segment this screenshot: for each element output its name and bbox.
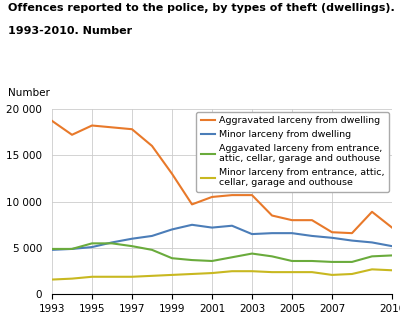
Minor larceny from entrance, attic,
cellar, garage and outhouse: [290, 270, 294, 274]
Text: Number: Number: [8, 88, 50, 98]
Aggravated larceny from dwelling: [110, 125, 114, 129]
Minor larceny from entrance, attic,
cellar, garage and outhouse: [310, 270, 314, 274]
Line: Minor larceny from entrance, attic,
cellar, garage and outhouse: Minor larceny from entrance, attic, cell…: [52, 269, 392, 280]
Aggavated larceny from entrance,
attic, cellar, garage and outhouse: [150, 248, 154, 252]
Minor larceny from entrance, attic,
cellar, garage and outhouse: [250, 269, 254, 273]
Minor larceny from dwelling: [210, 226, 214, 229]
Minor larceny from dwelling: [130, 237, 134, 241]
Minor larceny from dwelling: [350, 239, 354, 243]
Aggravated larceny from dwelling: [230, 193, 234, 197]
Minor larceny from dwelling: [310, 234, 314, 238]
Aggavated larceny from entrance,
attic, cellar, garage and outhouse: [50, 247, 54, 251]
Minor larceny from dwelling: [90, 245, 94, 249]
Minor larceny from entrance, attic,
cellar, garage and outhouse: [350, 272, 354, 276]
Aggavated larceny from entrance,
attic, cellar, garage and outhouse: [330, 260, 334, 264]
Minor larceny from dwelling: [150, 234, 154, 238]
Legend: Aggravated larceny from dwelling, Minor larceny from dwelling, Aggavated larceny: Aggravated larceny from dwelling, Minor …: [196, 112, 389, 192]
Aggravated larceny from dwelling: [250, 193, 254, 197]
Aggavated larceny from entrance,
attic, cellar, garage and outhouse: [390, 253, 394, 257]
Minor larceny from entrance, attic,
cellar, garage and outhouse: [170, 273, 174, 277]
Aggravated larceny from dwelling: [290, 218, 294, 222]
Aggravated larceny from dwelling: [270, 214, 274, 218]
Minor larceny from dwelling: [250, 232, 254, 236]
Aggavated larceny from entrance,
attic, cellar, garage and outhouse: [270, 254, 274, 258]
Minor larceny from entrance, attic,
cellar, garage and outhouse: [150, 274, 154, 278]
Aggravated larceny from dwelling: [370, 210, 374, 214]
Aggavated larceny from entrance,
attic, cellar, garage and outhouse: [230, 255, 234, 259]
Line: Minor larceny from dwelling: Minor larceny from dwelling: [52, 225, 392, 250]
Minor larceny from dwelling: [230, 224, 234, 228]
Aggavated larceny from entrance,
attic, cellar, garage and outhouse: [130, 244, 134, 248]
Aggavated larceny from entrance,
attic, cellar, garage and outhouse: [210, 259, 214, 263]
Minor larceny from entrance, attic,
cellar, garage and outhouse: [270, 270, 274, 274]
Aggavated larceny from entrance,
attic, cellar, garage and outhouse: [310, 259, 314, 263]
Minor larceny from dwelling: [370, 241, 374, 244]
Aggravated larceny from dwelling: [390, 226, 394, 229]
Text: Offences reported to the police, by types of theft (dwellings).: Offences reported to the police, by type…: [8, 3, 395, 13]
Minor larceny from entrance, attic,
cellar, garage and outhouse: [230, 269, 234, 273]
Minor larceny from dwelling: [290, 231, 294, 235]
Aggavated larceny from entrance,
attic, cellar, garage and outhouse: [90, 241, 94, 245]
Aggavated larceny from entrance,
attic, cellar, garage and outhouse: [170, 256, 174, 260]
Minor larceny from dwelling: [110, 241, 114, 244]
Minor larceny from entrance, attic,
cellar, garage and outhouse: [130, 275, 134, 279]
Aggravated larceny from dwelling: [50, 119, 54, 123]
Aggravated larceny from dwelling: [170, 172, 174, 176]
Minor larceny from entrance, attic,
cellar, garage and outhouse: [370, 268, 374, 271]
Line: Aggavated larceny from entrance,
attic, cellar, garage and outhouse: Aggavated larceny from entrance, attic, …: [52, 243, 392, 262]
Minor larceny from entrance, attic,
cellar, garage and outhouse: [70, 277, 74, 281]
Minor larceny from dwelling: [330, 236, 334, 240]
Aggavated larceny from entrance,
attic, cellar, garage and outhouse: [250, 252, 254, 255]
Aggavated larceny from entrance,
attic, cellar, garage and outhouse: [190, 258, 194, 262]
Minor larceny from dwelling: [270, 231, 274, 235]
Minor larceny from dwelling: [190, 223, 194, 227]
Minor larceny from entrance, attic,
cellar, garage and outhouse: [390, 268, 394, 272]
Minor larceny from entrance, attic,
cellar, garage and outhouse: [50, 278, 54, 282]
Minor larceny from dwelling: [170, 228, 174, 231]
Line: Aggravated larceny from dwelling: Aggravated larceny from dwelling: [52, 121, 392, 233]
Minor larceny from dwelling: [390, 244, 394, 248]
Aggravated larceny from dwelling: [330, 230, 334, 234]
Minor larceny from dwelling: [70, 247, 74, 251]
Aggavated larceny from entrance,
attic, cellar, garage and outhouse: [70, 247, 74, 251]
Aggravated larceny from dwelling: [70, 133, 74, 137]
Minor larceny from entrance, attic,
cellar, garage and outhouse: [190, 272, 194, 276]
Aggavated larceny from entrance,
attic, cellar, garage and outhouse: [370, 254, 374, 258]
Minor larceny from entrance, attic,
cellar, garage and outhouse: [110, 275, 114, 279]
Minor larceny from entrance, attic,
cellar, garage and outhouse: [90, 275, 94, 279]
Minor larceny from entrance, attic,
cellar, garage and outhouse: [330, 273, 334, 277]
Aggravated larceny from dwelling: [90, 124, 94, 127]
Text: 1993-2010. Number: 1993-2010. Number: [8, 26, 132, 36]
Minor larceny from dwelling: [50, 248, 54, 252]
Aggravated larceny from dwelling: [190, 203, 194, 206]
Minor larceny from entrance, attic,
cellar, garage and outhouse: [210, 271, 214, 275]
Aggravated larceny from dwelling: [210, 195, 214, 199]
Aggavated larceny from entrance,
attic, cellar, garage and outhouse: [290, 259, 294, 263]
Aggravated larceny from dwelling: [310, 218, 314, 222]
Aggravated larceny from dwelling: [130, 127, 134, 131]
Aggravated larceny from dwelling: [150, 144, 154, 148]
Aggavated larceny from entrance,
attic, cellar, garage and outhouse: [110, 241, 114, 245]
Aggavated larceny from entrance,
attic, cellar, garage and outhouse: [350, 260, 354, 264]
Aggravated larceny from dwelling: [350, 231, 354, 235]
